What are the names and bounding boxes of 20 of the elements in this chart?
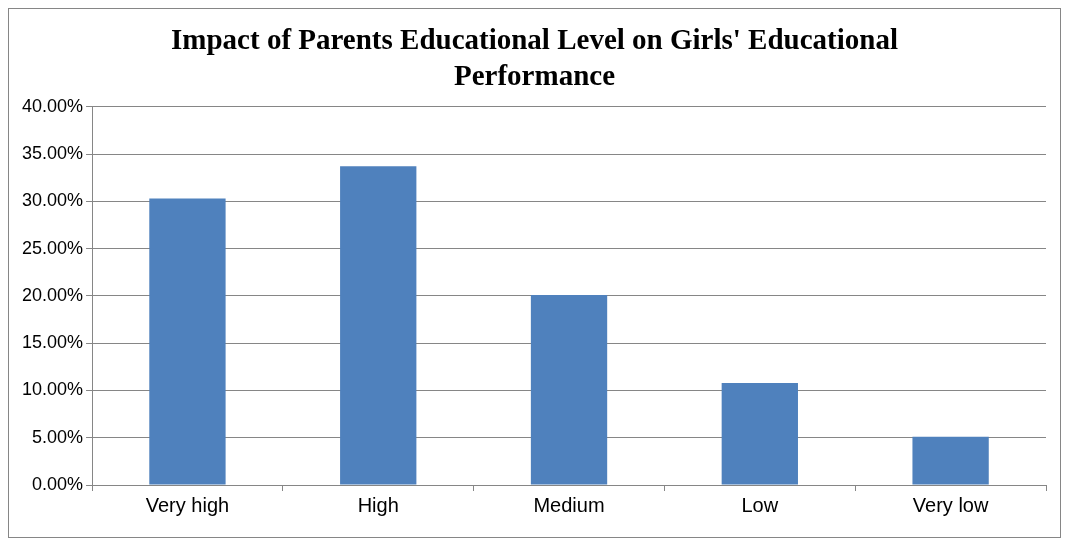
x-tick-label: High (357, 493, 399, 516)
y-tick-label: 15.00% (21, 332, 84, 353)
chart-title: Impact of Parents Educational Level on Girls' Educational Performance (170, 22, 899, 93)
x-tick-label: Very low (912, 493, 989, 516)
bar (530, 294, 608, 485)
bar (912, 436, 989, 485)
y-tick-label: 35.00% (21, 143, 84, 164)
y-tick-label: 20.00% (21, 284, 84, 305)
y-tick-label: 10.00% (21, 379, 84, 400)
bar (340, 166, 417, 485)
x-tick-label: Medium (533, 493, 605, 516)
y-tick-label: 0.00% (32, 473, 84, 494)
x-tick-label: Very high (145, 493, 230, 516)
y-tick-label: 25.00% (21, 237, 84, 258)
y-tick-label: 40.00% (21, 95, 84, 116)
y-tick-label: 30.00% (21, 190, 84, 211)
bar (149, 198, 226, 485)
x-tick-label: Low (741, 493, 779, 516)
y-tick-label: 5.00% (32, 426, 84, 447)
bar (721, 382, 798, 485)
